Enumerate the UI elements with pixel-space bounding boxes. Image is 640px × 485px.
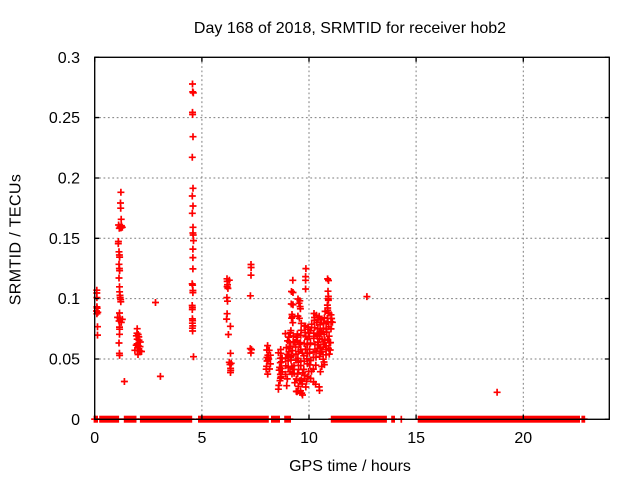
svg-text:0: 0 (90, 430, 99, 447)
svg-text:0: 0 (71, 412, 80, 429)
svg-text:0.15: 0.15 (49, 231, 80, 248)
svg-text:0.05: 0.05 (49, 352, 80, 369)
svg-text:5: 5 (197, 430, 206, 447)
svg-text:15: 15 (407, 430, 425, 447)
svg-text:SRMTID / TECUs: SRMTID / TECUs (8, 174, 25, 306)
svg-text:0.2: 0.2 (58, 171, 80, 188)
svg-text:Day 168 of 2018, SRMTID for re: Day 168 of 2018, SRMTID for receiver hob… (194, 20, 506, 37)
svg-text:0.25: 0.25 (49, 110, 80, 127)
svg-text:GPS time / hours: GPS time / hours (289, 458, 411, 475)
svg-text:0.1: 0.1 (58, 291, 80, 308)
svg-text:10: 10 (300, 430, 318, 447)
svg-text:0.3: 0.3 (58, 50, 80, 67)
svg-text:20: 20 (514, 430, 532, 447)
